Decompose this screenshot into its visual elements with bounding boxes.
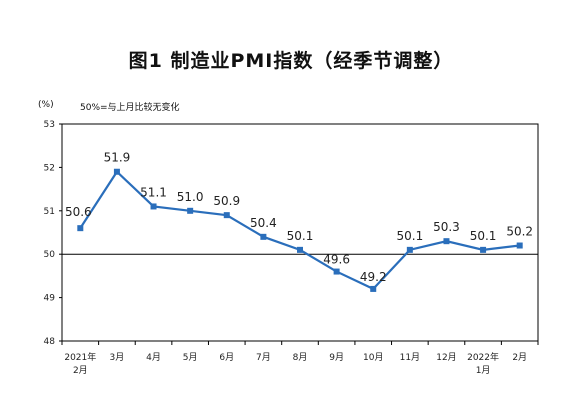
x-tick-label: 2022年 1月 [467,351,499,376]
x-tick-label: 12月 [436,352,456,363]
x-tick-label-line: 3月 [110,352,125,363]
data-point [113,168,120,175]
x-tick-label-line: 6月 [219,352,234,363]
x-tick-label: 9月 [329,352,344,363]
x-tick-label-line: 12月 [436,352,456,363]
data-point [150,203,157,210]
x-tick-label-line: 4月 [146,352,161,363]
series-pmi [77,168,523,292]
x-tick-label-line: 5月 [183,352,198,363]
x-tick-label-line: 1月 [476,365,491,376]
x-tick-label: 2月 [512,352,527,363]
y-tick-label: 52 [44,163,55,173]
x-axis-ticks: 2021年 2月 3月 4月 5月 6月 7月 8月 9月 10月 11月 12月 2022年 1月 2月 [61,341,539,376]
data-label: 50.3 [433,220,460,234]
data-label: 50.4 [250,216,277,230]
plot-frame [61,123,539,342]
data-label: 49.2 [360,270,387,284]
data-label: 51.0 [177,190,204,204]
x-tick-label: 7月 [256,352,271,363]
data-point [223,212,230,219]
data-point [370,285,377,292]
data-point [333,268,340,275]
x-tick-label: 5月 [183,352,198,363]
data-point [443,238,450,245]
y-axis-unit: (%) [38,100,54,110]
y-tick-label: 50 [44,250,56,260]
data-label: 51.1 [140,185,167,199]
chart-note: 50%=与上月比较无变化 [80,103,180,113]
x-tick-label: 8月 [293,352,308,363]
x-tick-label-line: 2月 [512,352,527,363]
data-label: 50.6 [65,205,92,219]
data-label: 50.1 [470,229,497,243]
x-tick-label: 10月 [363,352,383,363]
x-tick-label: 11月 [400,352,420,363]
chart-title: 图1 制造业PMI指数（经季节调整） [128,50,454,72]
data-labels: 50.6 51.9 51.1 51.0 50.9 50.4 50.1 49.6 49.2 50.1… [65,151,533,284]
x-tick-label: 6月 [219,352,234,363]
y-tick-label: 51 [44,207,55,217]
data-point [77,225,84,232]
x-tick-label-line: 10月 [363,352,383,363]
data-point [297,246,303,253]
x-tick-label: 2021年 2月 [64,351,96,376]
y-tick-label: 48 [44,337,56,347]
x-tick-label: 3月 [110,352,125,363]
data-label: 50.1 [287,229,314,243]
x-tick-label-line: 8月 [293,352,308,363]
data-point [187,207,194,214]
data-label: 50.2 [506,225,533,239]
x-tick-label-line: 11月 [400,352,420,363]
data-point [260,233,267,240]
x-tick-label-line: 2021年 [64,351,96,363]
data-label: 50.9 [213,194,240,208]
x-tick-label-line: 2022年 [467,351,499,363]
x-tick-label-line: 2月 [73,365,88,376]
y-tick-label: 53 [44,120,55,130]
axes [61,123,539,342]
data-label: 50.1 [396,229,423,243]
x-tick-label: 4月 [146,352,161,363]
data-point [480,246,487,253]
y-axis-ticks: 53 52 51 50 49 48 [44,120,62,347]
y-tick-label: 49 [44,294,56,304]
data-label: 51.9 [104,151,131,165]
data-point [516,242,523,249]
x-tick-label-line: 7月 [256,352,271,363]
data-label: 49.6 [323,253,350,267]
x-tick-label-line: 9月 [329,352,344,363]
data-point [406,246,413,253]
